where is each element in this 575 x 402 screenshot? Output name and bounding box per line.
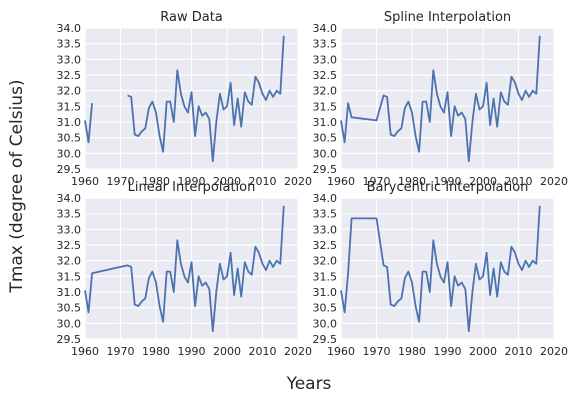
x-tick-label: 2020: [540, 345, 568, 358]
x-tick-label: 1970: [363, 175, 391, 188]
y-tick-label: 32.0: [313, 85, 338, 98]
y-tick-label: 29.5: [57, 333, 82, 346]
x-tick-label: 1990: [178, 345, 206, 358]
x-tick-label: 1990: [434, 345, 462, 358]
y-tick-label: 33.0: [313, 53, 338, 66]
subplot-title: Linear Interpolation: [128, 180, 256, 195]
x-tick-label: 1980: [142, 345, 170, 358]
subplot-title: Spline Interpolation: [384, 10, 511, 25]
y-tick-label: 33.0: [57, 223, 82, 236]
subplot-1: 1960 1970 1980 1990 2000 2010 2020 29.5 30.0 30.5…: [57, 10, 313, 188]
x-tick-label: 1980: [142, 175, 170, 188]
y-tick-label: 30.0: [57, 317, 82, 330]
x-tick-label: 2010: [505, 175, 533, 188]
x-tick-label: 1960: [71, 345, 99, 358]
series-line: [340, 35, 541, 163]
x-tick-label: 2020: [540, 175, 568, 188]
x-tick-label: 1970: [107, 175, 135, 188]
y-tick-label: 33.0: [313, 223, 338, 236]
x-tick-label: 1960: [71, 175, 99, 188]
x-tick-label: 2020: [284, 345, 312, 358]
series-line: [340, 205, 541, 333]
y-tick-label: 31.0: [57, 116, 82, 129]
y-tick-label: 33.5: [313, 208, 338, 221]
y-tick-label: 30.0: [57, 147, 82, 160]
x-tick-label: 1980: [398, 175, 426, 188]
y-tick-label: 32.5: [313, 239, 338, 252]
figure-ylabel: Tmax (degree of Celsius): [7, 79, 27, 293]
x-tick-label: 1970: [363, 345, 391, 358]
y-tick-label: 31.0: [313, 116, 338, 129]
y-tick-label: 30.5: [313, 302, 338, 315]
y-tick-label: 32.0: [57, 85, 82, 98]
figure-xlabel: Years: [286, 374, 332, 394]
y-tick-label: 30.0: [313, 317, 338, 330]
y-tick-label: 32.5: [57, 69, 82, 82]
y-tick-label: 31.5: [313, 100, 338, 113]
x-tick-label: 1970: [107, 345, 135, 358]
y-tick-label: 31.0: [313, 286, 338, 299]
y-tick-label: 30.0: [313, 147, 338, 160]
x-tick-label: 1990: [178, 175, 206, 188]
y-tick-label: 33.0: [57, 53, 82, 66]
y-tick-label: 34.0: [313, 192, 338, 205]
y-tick-label: 32.5: [57, 239, 82, 252]
x-tick-label: 2010: [505, 345, 533, 358]
subplot-2: 1960 1970 1980 1990 2000 2010 2020 29.5 30.0 30.5…: [313, 10, 569, 188]
y-tick-label: 30.5: [313, 132, 338, 145]
x-tick-label: 2020: [284, 175, 312, 188]
y-tick-label: 32.5: [313, 69, 338, 82]
y-tick-label: 30.5: [57, 132, 82, 145]
y-tick-label: 32.0: [57, 255, 82, 268]
y-tick-label: 34.0: [313, 22, 338, 35]
y-tick-label: 33.5: [57, 38, 82, 51]
y-tick-label: 29.5: [313, 163, 338, 176]
y-tick-label: 34.0: [57, 22, 82, 35]
subplot-3: 1960 1970 1980 1990 2000 2010 2020 29.5 30.0 30.5…: [57, 180, 313, 358]
y-tick-label: 31.5: [57, 270, 82, 283]
y-tick-label: 33.5: [313, 38, 338, 51]
x-tick-label: 2010: [249, 345, 277, 358]
y-tick-label: 29.5: [313, 333, 338, 346]
x-tick-label: 1990: [434, 175, 462, 188]
x-tick-label: 2000: [469, 175, 497, 188]
y-tick-label: 31.5: [313, 270, 338, 283]
series-line: [84, 205, 285, 333]
y-tick-label: 31.0: [57, 286, 82, 299]
x-tick-label: 1980: [398, 345, 426, 358]
y-tick-label: 29.5: [57, 163, 82, 176]
x-tick-label: 2000: [213, 345, 241, 358]
x-tick-label: 1960: [327, 345, 355, 358]
subplot-4: 1960 1970 1980 1990 2000 2010 2020 29.5 30.0 30.5…: [313, 180, 569, 358]
x-tick-label: 1960: [327, 175, 355, 188]
x-tick-label: 2000: [213, 175, 241, 188]
x-tick-label: 2000: [469, 345, 497, 358]
series-line: [84, 103, 93, 144]
y-tick-label: 33.5: [57, 208, 82, 221]
subplot-title: Barycentric Interpolation: [367, 180, 529, 195]
subplot-panels: 1960 1970 1980 1990 2000 2010 202029.530.030.5…: [57, 10, 569, 358]
x-tick-label: 2010: [249, 175, 277, 188]
y-tick-label: 32.0: [313, 255, 338, 268]
y-tick-label: 34.0: [57, 192, 82, 205]
y-tick-label: 30.5: [57, 302, 82, 315]
y-tick-label: 31.5: [57, 100, 82, 113]
series-line: [127, 35, 285, 163]
subplot-title: Raw Data: [160, 10, 223, 25]
